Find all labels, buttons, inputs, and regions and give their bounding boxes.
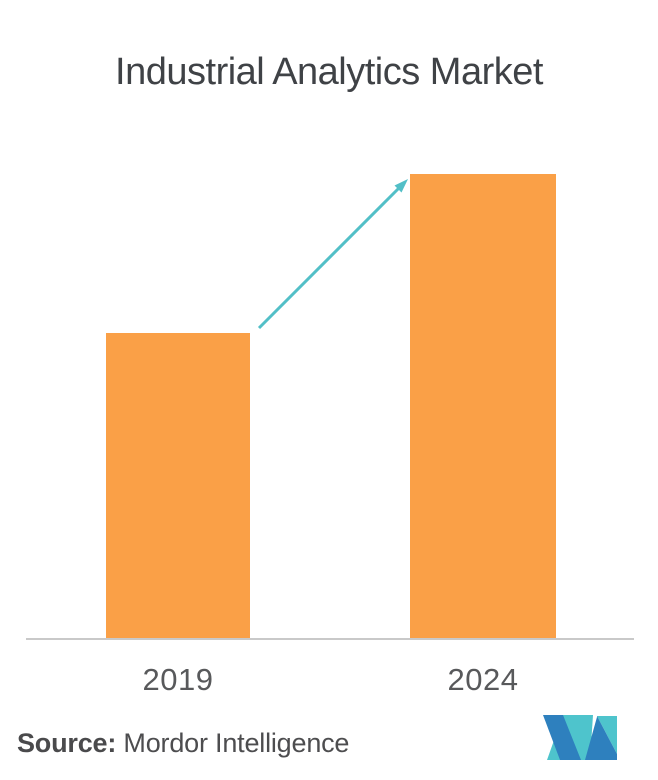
- x-tick-label-2024: 2024: [447, 662, 519, 697]
- bar-2019: [106, 333, 250, 638]
- growth-arrow-head: [394, 179, 408, 193]
- x-tick-label-2019: 2019: [142, 662, 214, 697]
- logo-right-blue-quad: [597, 716, 617, 760]
- bar-2024: [410, 174, 556, 638]
- source-value: Mordor Intelligence: [116, 728, 350, 758]
- source-attribution: Source: Mordor Intelligence: [17, 728, 349, 759]
- x-axis-line: [26, 638, 634, 640]
- chart-title: Industrial Analytics Market: [115, 51, 543, 93]
- logo-middle-blue-wedge: [585, 717, 597, 760]
- mordor-intelligence-logo: [543, 715, 617, 760]
- logo-left-blue-band: [543, 715, 581, 760]
- growth-arrow-line: [257, 186, 401, 330]
- source-label: Source:: [17, 728, 117, 758]
